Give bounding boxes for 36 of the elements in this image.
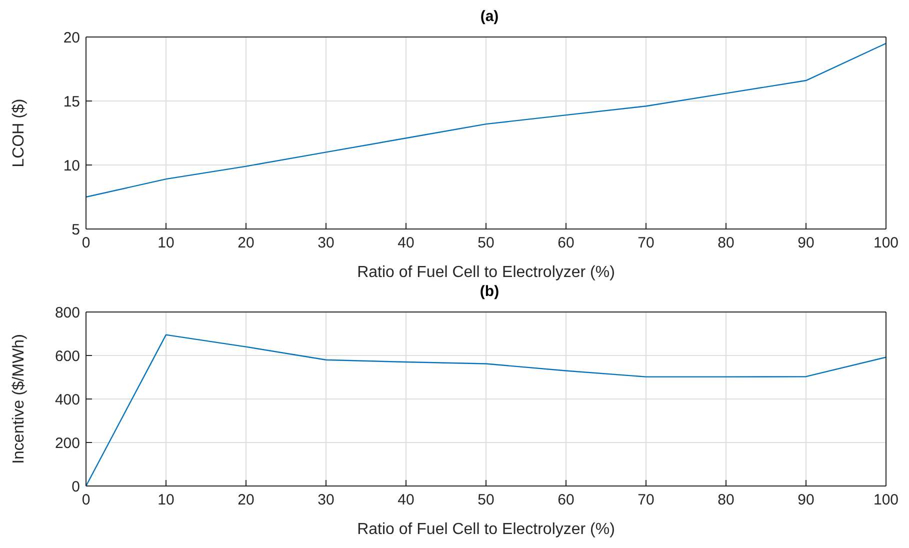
y-tick-label: 15	[63, 93, 80, 110]
chart-title: (b)	[478, 283, 500, 301]
y-axis-title: LCOH ($)	[10, 98, 28, 168]
y-axis-title: Incentive ($/MWh)	[10, 334, 28, 464]
x-tick-label: 10	[158, 492, 174, 509]
x-tick-label: 30	[318, 234, 334, 252]
x-tick-label: 10	[158, 234, 174, 252]
x-axis-title: Ratio of Fuel Cell to Electrolyzer (%)	[357, 264, 615, 281]
x-tick-label: 50	[478, 492, 494, 509]
x-tick-label: 100	[873, 234, 899, 252]
x-tick-label: 20	[238, 492, 254, 509]
x-tick-label: 40	[398, 492, 414, 509]
x-tick-label: 40	[398, 234, 414, 252]
x-tick-label: 70	[638, 234, 654, 252]
x-tick-label: 80	[718, 234, 734, 252]
x-tick-label: 70	[638, 492, 654, 509]
x-tick-label: 20	[238, 234, 254, 252]
y-tick-label: 400	[54, 391, 80, 408]
chart-title: (a)	[479, 8, 500, 26]
x-axis-title: Ratio of Fuel Cell to Electrolyzer (%)	[357, 521, 615, 538]
y-tick-label: 0	[72, 478, 80, 496]
x-tick-label: 80	[718, 492, 734, 509]
x-tick-label: 100	[873, 492, 899, 509]
y-tick-label: 10	[63, 157, 80, 174]
y-tick-label: 600	[54, 348, 80, 365]
y-tick-label: 800	[54, 304, 80, 322]
x-tick-label: 60	[558, 492, 574, 509]
x-tick-label: 30	[318, 492, 334, 509]
x-tick-label: 60	[558, 234, 574, 252]
y-tick-label: 20	[63, 29, 80, 46]
x-tick-label: 90	[798, 234, 814, 252]
x-tick-label: 50	[478, 234, 494, 252]
x-tick-label: 90	[798, 492, 814, 509]
y-tick-label: 200	[54, 434, 80, 452]
line-series	[86, 42, 886, 198]
y-tick-label: 5	[72, 221, 80, 238]
